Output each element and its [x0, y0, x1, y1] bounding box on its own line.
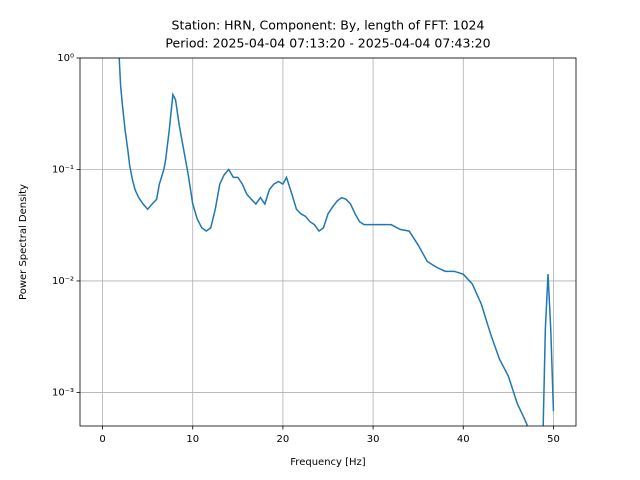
y-axis-label: Power Spectral Density [18, 184, 29, 300]
chart-subtitle: Period: 2025-04-04 07:13:20 - 2025-04-04… [165, 36, 490, 51]
psd-line [118, 58, 555, 426]
plot-frame [79, 57, 577, 427]
y-tick-label: 10⁻³ [52, 387, 74, 398]
y-tick-label: 10⁻² [52, 276, 74, 287]
y-tick-label: 10⁻¹ [52, 164, 74, 175]
chart-title: Station: HRN, Component: By, length of F… [172, 18, 485, 33]
x-tick-label: 40 [457, 434, 470, 445]
x-tick-label: 10 [186, 434, 199, 445]
x-tick-label: 50 [547, 434, 560, 445]
x-axis-label: Frequency [Hz] [290, 457, 366, 468]
x-tick-label: 30 [367, 434, 380, 445]
y-tick-label: 10⁰ [57, 53, 74, 64]
x-tick-label: 0 [99, 434, 105, 445]
x-tick-label: 20 [277, 434, 290, 445]
